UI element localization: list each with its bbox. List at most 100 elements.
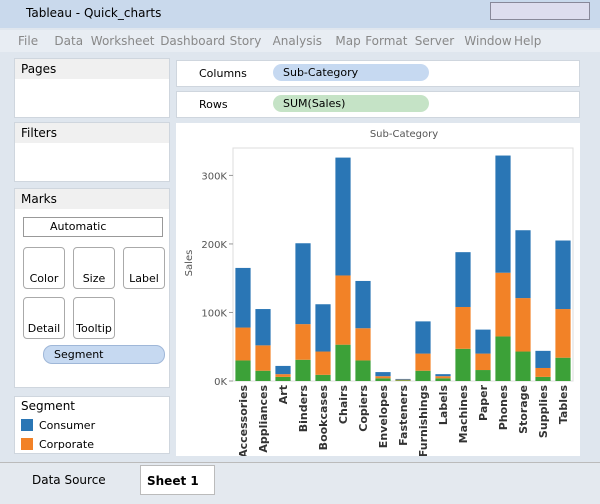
- y-axis-label: Sales: [184, 250, 195, 277]
- x-tick-label: Appliances: [257, 385, 270, 453]
- bar-segment: [495, 336, 511, 381]
- menu-item[interactable]: Window: [464, 34, 512, 48]
- x-tick-label: Envelopes: [377, 385, 390, 449]
- filters-panel: Filters: [14, 122, 170, 182]
- window-controls[interactable]: [490, 2, 590, 20]
- bar-segment: [315, 304, 331, 352]
- bar-segment: [355, 328, 371, 361]
- bar-segment: [415, 370, 431, 381]
- x-tick-label: Bookcases: [317, 385, 330, 451]
- menu-item[interactable]: Data: [54, 34, 84, 48]
- x-tick-label: Supplies: [537, 385, 550, 439]
- bar-segment: [495, 272, 511, 337]
- title-bar: Tableau - Quick_charts: [0, 0, 600, 28]
- menu-item[interactable]: File: [18, 34, 39, 48]
- tab-bar: Data Source Sheet 1: [0, 462, 600, 504]
- x-tick-label: Accessories: [237, 385, 250, 456]
- menu-item[interactable]: Analysis: [272, 34, 323, 48]
- bar-segment: [455, 306, 471, 349]
- bar-segment: [555, 357, 571, 381]
- bar-segment: [295, 243, 311, 325]
- bar-segment: [555, 240, 571, 310]
- chart-title: Sub-Category: [370, 129, 438, 140]
- bar-segment: [395, 379, 411, 381]
- legend-panel: Segment Consumer Corporate: [14, 396, 170, 454]
- bar-segment: [275, 374, 291, 377]
- bar-segment: [435, 376, 451, 379]
- bar-segment: [275, 365, 291, 375]
- bar-segment: [335, 275, 351, 345]
- legend-title: Segment: [21, 399, 75, 413]
- menu-item[interactable]: Map: [335, 34, 361, 48]
- data-source-tab[interactable]: Data Source: [32, 473, 106, 487]
- x-tick-label: Labels: [437, 385, 450, 426]
- panel-title: Marks: [15, 189, 169, 209]
- bar-segment: [535, 350, 551, 368]
- chart: Sub-Category Sales 0K 100K 200K 300K Accesso…: [176, 123, 580, 456]
- x-tick-label: Art: [277, 385, 290, 404]
- bar-segment: [375, 376, 391, 379]
- bar-segment: [555, 309, 571, 358]
- legend-label: Consumer: [39, 419, 96, 432]
- marks-panel: Marks Automatic Color Size Label Detail Tool…: [14, 188, 170, 388]
- menu-item[interactable]: Worksheet: [90, 34, 155, 48]
- bar-segment: [335, 157, 351, 276]
- x-tick-label: Fasteners: [397, 385, 410, 446]
- bar-segment: [475, 353, 491, 371]
- y-tick-label: 200K: [201, 240, 227, 251]
- bar-segment: [355, 360, 371, 381]
- bar-segment: [315, 351, 331, 375]
- bar-segment: [495, 155, 511, 273]
- x-tick-label: Phones: [497, 385, 510, 431]
- columns-pill[interactable]: Sub-Category: [273, 64, 429, 81]
- bar-segment: [355, 280, 371, 329]
- bar-segment: [455, 348, 471, 381]
- bar-segment: [475, 329, 491, 354]
- bar-segment: [435, 378, 451, 381]
- bar-segment: [375, 372, 391, 377]
- mark-button[interactable]: Color: [23, 247, 65, 289]
- shelf-label: Rows: [199, 98, 228, 111]
- mark-button[interactable]: Tooltip: [73, 297, 115, 339]
- panel-title: Pages: [15, 59, 169, 79]
- bar-segment: [255, 370, 271, 381]
- x-tick-label: Binders: [297, 385, 310, 433]
- menu-item[interactable]: Help: [514, 34, 542, 48]
- x-tick-label: Furnishings: [417, 385, 430, 456]
- sheet-tab[interactable]: Sheet 1: [140, 465, 215, 495]
- bar-segment: [255, 309, 271, 346]
- bar-segment: [415, 321, 431, 354]
- shelf-label: Columns: [199, 67, 247, 80]
- y-tick-label: 0K: [214, 377, 227, 388]
- bar-segment: [395, 380, 411, 381]
- legend-swatch: [21, 438, 33, 450]
- mark-button[interactable]: Size: [73, 247, 115, 289]
- bar-segment: [535, 376, 551, 381]
- bar-segment: [235, 360, 251, 381]
- menu-bar: File Data Worksheet Dashboard Story Analysis M…: [0, 30, 600, 52]
- x-tick-label: Paper: [477, 384, 490, 421]
- segment-pill[interactable]: Segment: [43, 345, 165, 364]
- bar-segment: [235, 267, 251, 328]
- bar-segment: [475, 370, 491, 381]
- window-title: Tableau - Quick_charts: [26, 6, 162, 20]
- x-tick-label: Chairs: [337, 385, 350, 425]
- menu-item[interactable]: Server: [414, 34, 455, 48]
- bar-segment: [335, 344, 351, 381]
- bar-segment: [315, 374, 331, 381]
- mark-type-dropdown[interactable]: Automatic: [23, 217, 163, 237]
- rows-pill[interactable]: SUM(Sales): [273, 95, 429, 112]
- menu-item[interactable]: Format: [365, 34, 408, 48]
- mark-button[interactable]: Label: [123, 247, 165, 289]
- bar-segment: [455, 252, 471, 307]
- bar-segment: [255, 345, 271, 371]
- bar-segment: [375, 378, 391, 381]
- bar-segment: [295, 324, 311, 360]
- bar-segment: [515, 230, 531, 299]
- mark-button[interactable]: Detail: [23, 297, 65, 339]
- menu-item[interactable]: Story: [229, 34, 262, 48]
- menu-item[interactable]: Dashboard: [160, 34, 226, 48]
- bar-segment: [435, 374, 451, 377]
- legend-swatch: [21, 419, 33, 431]
